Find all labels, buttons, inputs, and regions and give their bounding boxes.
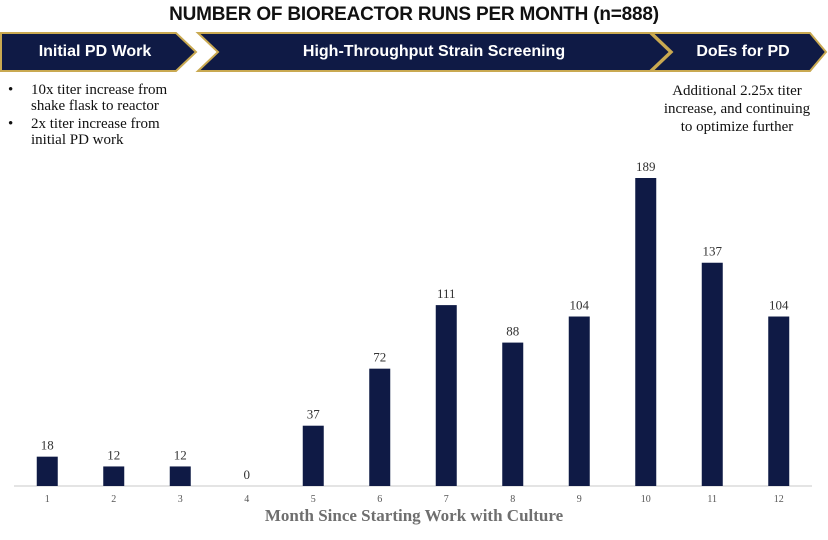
data-label-month-6: 72 [373,350,386,365]
x-tick-label-9: 9 [577,494,582,505]
left-note-2: 2x titer increase from initial PD work [8,116,188,148]
x-tick-label-6: 6 [377,494,382,505]
left-note-1: 10x titer increase from shake flask to r… [8,82,188,114]
phase-arrow-does-for-pd [649,32,828,72]
phase-label-strain-screening: High-Throughput Strain Screening [302,43,566,60]
x-tick-label-2: 2 [111,494,116,505]
bar-month-5 [302,425,324,486]
bar-month-9 [568,316,590,486]
phase-arrow-initial-pd [0,32,198,72]
bar-month-1 [36,456,58,486]
bar-month-7 [435,305,457,486]
bar-month-6 [369,368,391,486]
data-label-month-5: 37 [307,407,321,422]
x-tick-label-4: 4 [244,494,249,505]
x-tick-label-3: 3 [178,494,183,505]
x-tick-label-7: 7 [444,494,449,505]
phase-banner: Initial PD Work High-Throughput Strain S… [0,32,828,72]
x-tick-label-10: 10 [641,494,651,505]
data-label-month-10: 189 [636,159,656,174]
data-label-month-1: 18 [41,438,54,453]
bar-month-10 [635,178,657,486]
x-tick-label-1: 1 [45,494,50,505]
data-label-month-4: 0 [244,467,251,482]
bar-month-11 [701,262,723,486]
x-tick-label-11: 11 [707,494,717,505]
bar-month-12 [768,316,790,486]
data-label-month-7: 111 [437,286,456,301]
left-notes: 10x titer increase from shake flask to r… [8,82,188,150]
data-label-month-2: 12 [107,447,120,462]
data-label-month-12: 104 [769,298,789,313]
phase-banner-arrows [0,32,828,72]
right-note: Additional 2.25x titer increase, and con… [663,83,811,135]
bar-month-2 [103,466,125,486]
data-label-month-11: 137 [703,244,723,259]
x-axis-label: Month Since Starting Work with Culture [264,506,564,525]
phase-label-initial-pd: Initial PD Work [38,43,152,60]
chart-title: NUMBER OF BIOREACTOR RUNS PER MONTH (n=8… [169,4,659,25]
x-tick-label-12: 12 [774,494,784,505]
x-tick-label-8: 8 [510,494,515,505]
data-label-month-3: 12 [174,447,187,462]
data-label-month-8: 88 [506,324,519,339]
x-tick-label-5: 5 [311,494,316,505]
bar-month-8 [502,342,524,486]
phase-label-does-for-pd: DoEs for PD [696,43,790,60]
data-label-month-9: 104 [570,298,590,313]
phase-arrow-strain-screening [195,32,672,72]
bar-month-3 [169,466,191,486]
